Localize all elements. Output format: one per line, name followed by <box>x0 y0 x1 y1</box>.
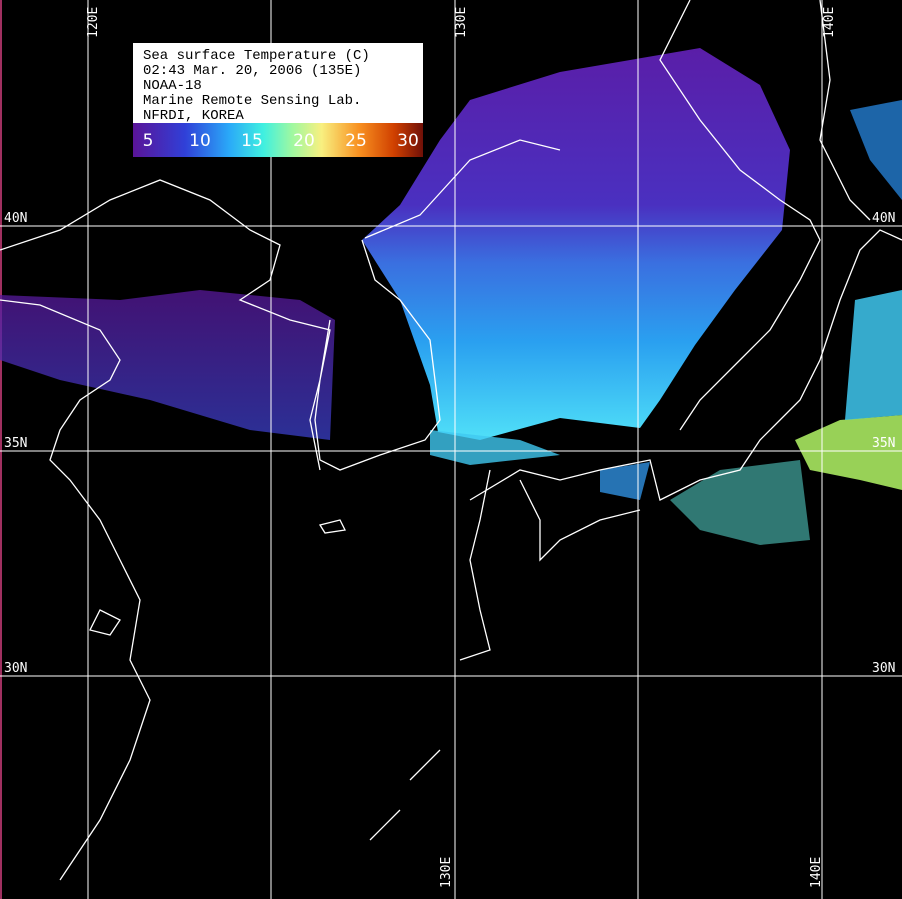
legend: Sea surface Temperature (C)02:43 Mar. 20… <box>133 43 423 157</box>
lon-label: 130E <box>439 857 454 888</box>
lat-label: 30N <box>4 661 27 676</box>
edge <box>0 0 2 899</box>
legend-line: Sea surface Temperature (C) <box>143 48 370 64</box>
sst-east-sea <box>362 48 790 440</box>
coastline-korea <box>0 139 561 471</box>
lon-label: 130E <box>454 7 469 38</box>
legend-line: 02:43 Mar. 20, 2006 (135E) <box>143 63 361 79</box>
lon-label: 140E <box>809 857 824 888</box>
sst-yellow-sea <box>0 290 335 440</box>
lat-label: 30N <box>872 661 895 676</box>
lon-label: 120E <box>86 7 101 38</box>
scale-label: 20 <box>293 131 315 151</box>
sst-pacific-north <box>845 290 902 420</box>
coastline-islands <box>89 519 441 841</box>
sst-northeast <box>850 100 902 200</box>
legend-line: Marine Remote Sensing Lab. <box>143 93 361 109</box>
coastline-russia-sakhalin <box>659 0 871 431</box>
sst-korea-strait <box>430 430 560 465</box>
lat-label: 35N <box>4 436 27 451</box>
legend-line: NFRDI, KOREA <box>143 108 244 124</box>
coastline-japan <box>459 229 902 661</box>
lon-label: 140E <box>822 7 837 38</box>
scale-label: 25 <box>345 131 367 151</box>
legend-box <box>133 43 423 123</box>
color-scale <box>133 123 423 157</box>
coastline-china <box>0 299 151 881</box>
legend-line: NOAA-18 <box>143 78 202 94</box>
scale-label: 30 <box>397 131 419 151</box>
lat-label: 35N <box>872 436 895 451</box>
lat-label: 40N <box>4 211 27 226</box>
sst-pacific-south <box>670 460 810 545</box>
lat-label: 40N <box>872 211 895 226</box>
scale-label: 10 <box>189 131 211 151</box>
scale-label: 5 <box>143 131 154 151</box>
scale-label: 15 <box>241 131 263 151</box>
